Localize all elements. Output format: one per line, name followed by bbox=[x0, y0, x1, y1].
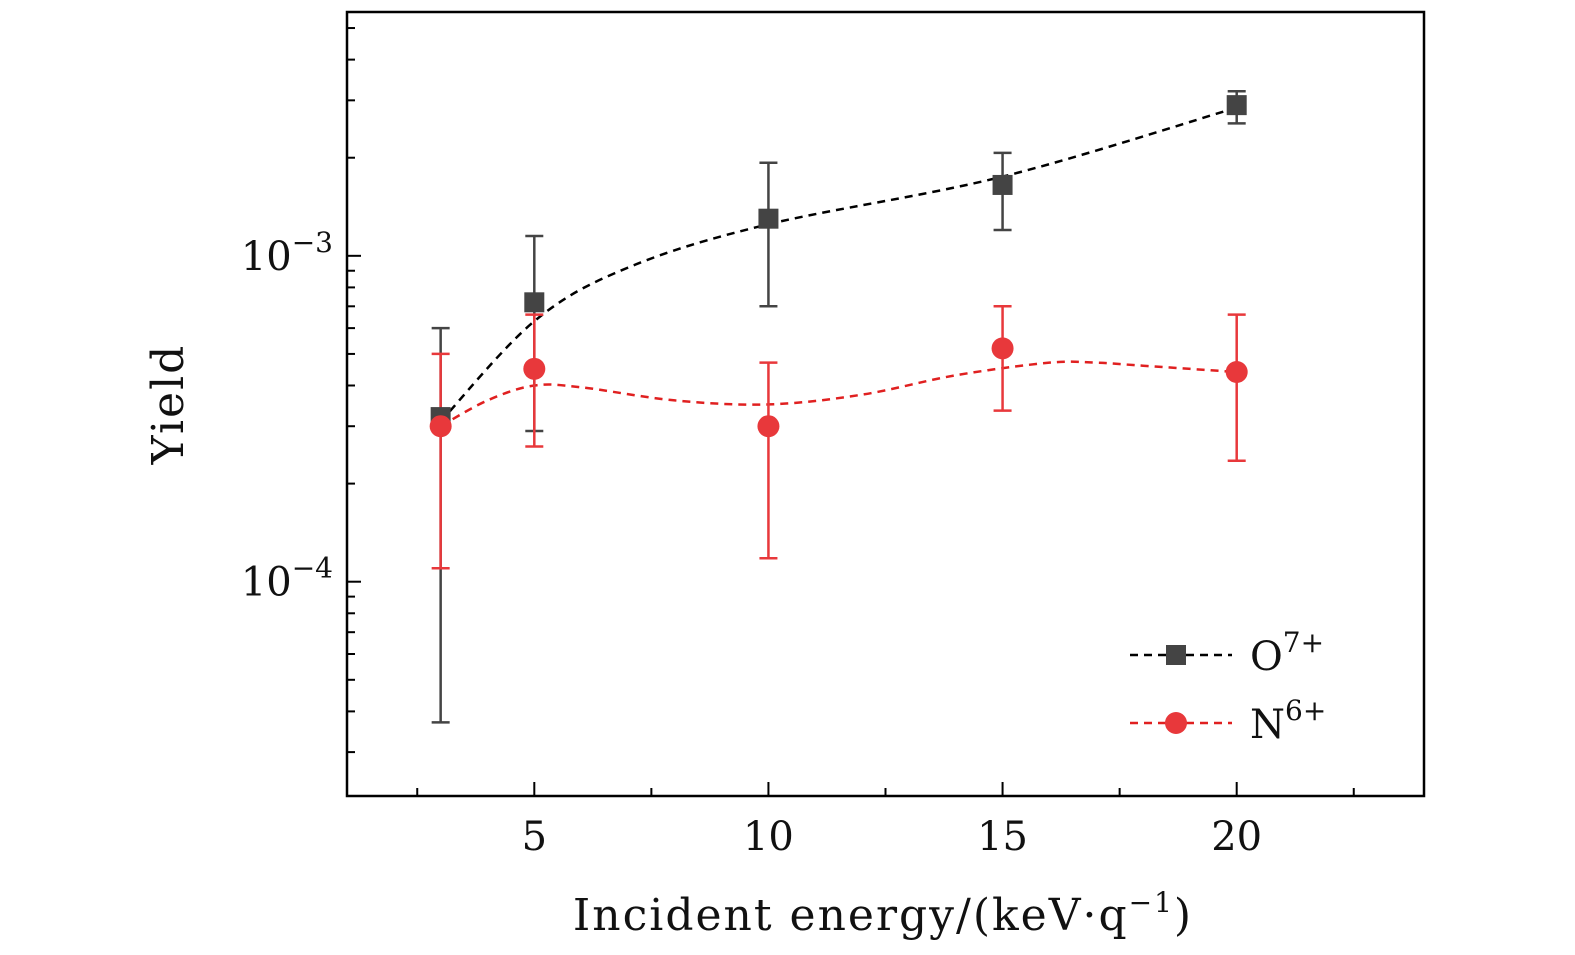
x-tick-label: 5 bbox=[522, 814, 547, 860]
data-point-n6 bbox=[991, 337, 1014, 360]
legend-marker-circle bbox=[1165, 712, 1187, 734]
data-point-o7 bbox=[1226, 95, 1247, 116]
data-point-n6 bbox=[523, 357, 546, 380]
marker-layer bbox=[429, 95, 1248, 438]
legend: O7+ N6+ bbox=[1130, 626, 1326, 748]
data-point-o7 bbox=[758, 208, 779, 229]
y-axis-title: Yield bbox=[143, 344, 194, 466]
x-tick-label: 20 bbox=[1211, 814, 1262, 860]
y-tick-label: 10−3 bbox=[241, 226, 333, 280]
data-point-n6 bbox=[429, 415, 452, 438]
legend-label-n6: N6+ bbox=[1250, 694, 1326, 748]
legend-marker-square bbox=[1166, 645, 1186, 665]
data-point-o7 bbox=[992, 174, 1013, 195]
y-tick-label: 10−4 bbox=[241, 552, 333, 606]
label-layer: 5 10 15 20 10−4 10−3 bbox=[241, 226, 1262, 860]
fit-curve-n6 bbox=[440, 360, 1237, 428]
fit-curve-layer bbox=[439, 106, 1238, 428]
tick-layer bbox=[347, 27, 1355, 796]
legend-label-o7: O7+ bbox=[1250, 626, 1324, 680]
plot-frame bbox=[345, 10, 1426, 798]
data-point-n6 bbox=[1225, 361, 1248, 384]
fit-curve-o7 bbox=[439, 106, 1238, 423]
x-tick-label: 10 bbox=[743, 814, 794, 860]
data-point-o7 bbox=[524, 292, 545, 313]
data-point-n6 bbox=[757, 415, 780, 438]
x-axis-title: Incident energy/(keV·q−1) bbox=[573, 886, 1193, 941]
error-bar-layer bbox=[431, 89, 1246, 724]
x-tick-label: 15 bbox=[977, 814, 1028, 860]
